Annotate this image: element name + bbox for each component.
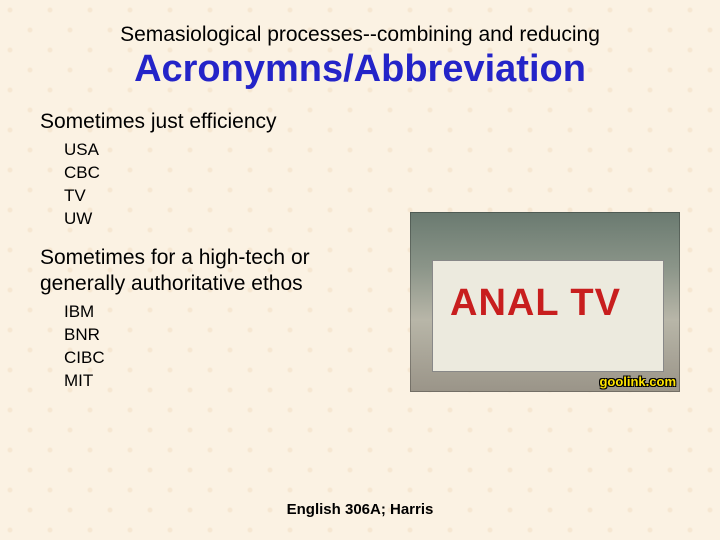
slide-title: Acronymns/Abbreviation	[40, 49, 680, 91]
slide: Semasiological processes--combining and …	[0, 0, 720, 540]
section2-heading: Sometimes for a high-tech or generally a…	[40, 245, 380, 298]
image-watermark: goolink.com	[599, 374, 676, 389]
slide-footer: English 306A; Harris	[0, 501, 720, 518]
example-item: TV	[64, 185, 680, 208]
pretitle: Semasiological processes--combining and …	[40, 22, 680, 47]
example-item: USA	[64, 139, 680, 162]
van-text: ANAL TV	[450, 282, 621, 325]
section1-heading: Sometimes just efficiency	[40, 109, 380, 135]
embedded-image: ANAL TV goolink.com	[410, 212, 680, 392]
example-item: CBC	[64, 162, 680, 185]
